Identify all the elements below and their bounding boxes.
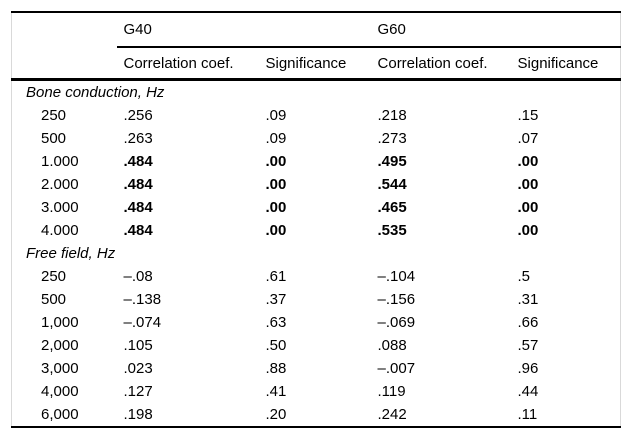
table-container: G40 G60 Correlation coef. Significance C… [11, 11, 622, 428]
table-row: 250 –.08 .61 –.104 .5 [12, 265, 621, 288]
g40-correlation-cell: –.074 [123, 314, 162, 331]
table-row: 3,000 .023 .88 –.007 .96 [12, 357, 621, 380]
table-row: 1.000 .484 .00 .495 .00 [12, 150, 621, 173]
table-row: 2,000 .105 .50 .088 .57 [12, 334, 621, 357]
table-row: 6,000 .198 .20 .242 .11 [12, 403, 621, 427]
g60-significance-cell: .00 [517, 153, 539, 170]
g40-significance-cell: .37 [265, 291, 287, 308]
g40-significance-cell: .88 [265, 360, 287, 377]
g40-correlation-cell: .263 [123, 130, 153, 147]
table-row: 500 –.138 .37 –.156 .31 [12, 288, 621, 311]
g40-significance-cell: .09 [265, 107, 287, 124]
g60-correlation-cell: .465 [377, 199, 407, 216]
table-row: 250 .256 .09 .218 .15 [12, 104, 621, 127]
frequency-cell: 2.000 [41, 176, 79, 193]
g60-significance-cell: .96 [517, 360, 539, 377]
group-header-g60: G60 [370, 12, 621, 48]
g40-correlation-cell: .105 [123, 337, 153, 354]
g60-significance-cell: .5 [517, 268, 531, 285]
g40-correlation-cell: .484 [123, 176, 153, 193]
g40-correlation-cell: .256 [123, 107, 153, 124]
g60-significance-cell: .66 [517, 314, 539, 331]
g40-significance-cell: .20 [265, 406, 287, 423]
stub-cell [11, 47, 117, 81]
frequency-cell: 3.000 [41, 199, 79, 216]
frequency-cell: 2,000 [41, 337, 79, 354]
frequency-cell: 1,000 [41, 314, 79, 331]
g60-correlation-cell: .088 [377, 337, 407, 354]
g60-correlation-cell: .119 [377, 383, 406, 400]
g60-significance-cell: .15 [517, 107, 539, 124]
frequency-cell: 4,000 [41, 383, 79, 400]
g60-significance-cell: .00 [517, 176, 539, 193]
g60-significance-cell: .57 [517, 337, 539, 354]
g60-significance-cell: .00 [517, 222, 539, 239]
g40-correlation-cell: .484 [123, 222, 153, 239]
correlation-table: G40 G60 Correlation coef. Significance C… [11, 11, 622, 428]
g40-significance-cell: .50 [265, 337, 287, 354]
g60-correlation-cell: .495 [377, 153, 407, 170]
frequency-cell: 6,000 [41, 406, 79, 423]
g60-correlation-cell: .544 [377, 176, 407, 193]
g40-significance-cell: .00 [265, 222, 287, 239]
section-header-row: Bone conduction, Hz [12, 80, 621, 105]
col-header-g60-correlation: Correlation coef. [370, 47, 511, 81]
col-header-g40-correlation: Correlation coef. [116, 47, 259, 81]
g40-correlation-cell: .198 [123, 406, 153, 423]
table-row: 4.000 .484 .00 .535 .00 [12, 219, 621, 242]
frequency-cell: 250 [41, 268, 67, 285]
g40-correlation-cell: .484 [123, 199, 153, 216]
section-label: Bone conduction, Hz [26, 84, 165, 101]
g60-significance-cell: .31 [517, 291, 539, 308]
table-row: 500 .263 .09 .273 .07 [12, 127, 621, 150]
g60-correlation-cell: –.156 [377, 291, 416, 308]
g60-significance-cell: .07 [517, 130, 539, 147]
g60-correlation-cell: –.007 [377, 360, 416, 377]
g40-significance-cell: .41 [265, 383, 287, 400]
section-header-row: Free field, Hz [12, 242, 621, 265]
g60-correlation-cell: .242 [377, 406, 407, 423]
g40-correlation-cell: –.138 [123, 291, 162, 308]
section-label: Free field, Hz [26, 245, 116, 262]
table-row: 1,000 –.074 .63 –.069 .66 [12, 311, 621, 334]
g40-significance-cell: .09 [265, 130, 287, 147]
g60-significance-cell: .00 [517, 199, 539, 216]
frequency-cell: 500 [41, 130, 67, 147]
table-row: 4,000 .127 .41 .119 .44 [12, 380, 621, 403]
group-header-g40: G40 [116, 12, 371, 48]
frequency-cell: 4.000 [41, 222, 79, 239]
col-header-g40-significance: Significance [258, 47, 371, 81]
frequency-cell: 250 [41, 107, 67, 124]
g40-correlation-cell: .023 [123, 360, 153, 377]
g40-significance-cell: .00 [265, 199, 287, 216]
g40-significance-cell: .61 [265, 268, 287, 285]
frequency-cell: 1.000 [41, 153, 79, 170]
g40-significance-cell: .00 [265, 153, 287, 170]
g40-significance-cell: .63 [265, 314, 287, 331]
g60-significance-cell: .44 [517, 383, 539, 400]
g40-correlation-cell: .127 [123, 383, 153, 400]
table-row: 2.000 .484 .00 .544 .00 [12, 173, 621, 196]
frequency-cell: 3,000 [41, 360, 79, 377]
g60-correlation-cell: .218 [377, 107, 407, 124]
group-header-row: G40 G60 [12, 12, 621, 48]
stub-cell [12, 12, 117, 47]
column-header-row: Correlation coef. Significance Correlati… [11, 47, 621, 81]
g60-correlation-cell: .535 [377, 222, 407, 239]
table-row: 3.000 .484 .00 .465 .00 [12, 196, 621, 219]
g40-correlation-cell: –.08 [123, 268, 153, 285]
g60-correlation-cell: –.069 [377, 314, 416, 331]
g60-correlation-cell: .273 [377, 130, 407, 147]
frequency-cell: 500 [41, 291, 67, 308]
g60-correlation-cell: –.104 [377, 268, 416, 285]
g60-significance-cell: .11 [517, 406, 538, 423]
g40-significance-cell: .00 [265, 176, 287, 193]
g40-correlation-cell: .484 [123, 153, 153, 170]
col-header-g60-significance: Significance [510, 47, 621, 81]
